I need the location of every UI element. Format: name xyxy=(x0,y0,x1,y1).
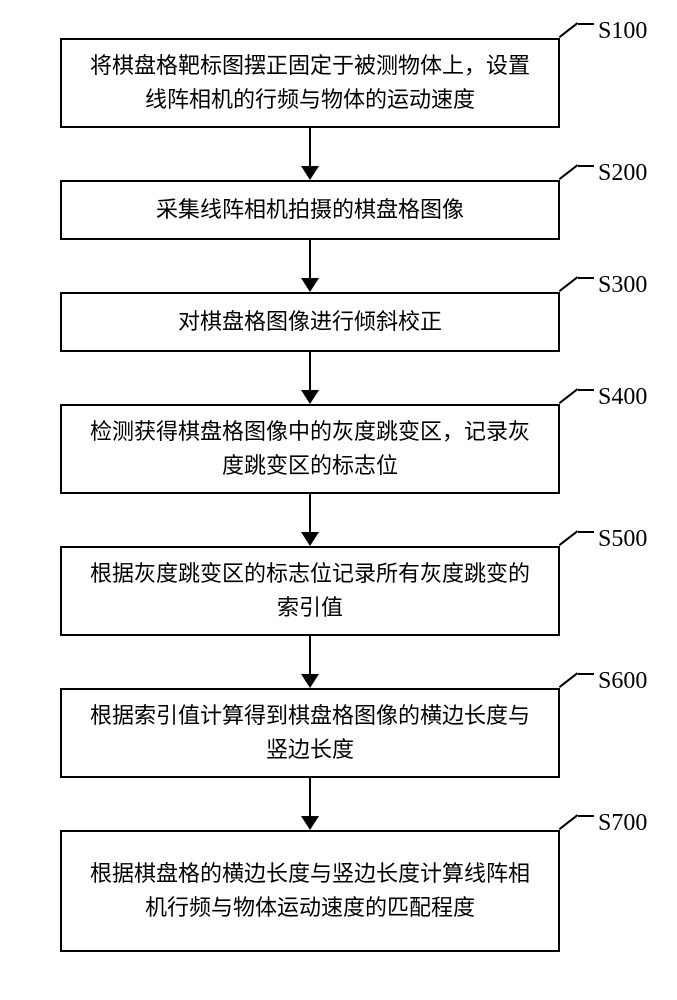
flowchart-canvas: 将棋盘格靶标图摆正固定于被测物体上，设置 线阵相机的行频与物体的运动速度 S100… xyxy=(0,0,677,1000)
arrow-head-s300-s400 xyxy=(301,390,319,404)
step-text-s300: 对棋盘格图像进行倾斜校正 xyxy=(178,305,442,339)
step-text-s400: 检测获得棋盘格图像中的灰度跳变区，记录灰 度跳变区的标志位 xyxy=(90,415,530,483)
arrow-stem-s300-s400 xyxy=(309,352,311,390)
step-box-s700: 根据棋盘格的横边长度与竖边长度计算线阵相 机行频与物体运动速度的匹配程度 xyxy=(60,830,560,952)
leader-hz-s200 xyxy=(578,165,594,167)
leader-hz-s400 xyxy=(578,389,594,391)
arrow-stem-s600-s700 xyxy=(309,778,311,816)
step-label-s100: S100 xyxy=(598,18,647,45)
leader-hz-s600 xyxy=(578,673,594,675)
leader-diag-s300 xyxy=(559,276,578,292)
step-label-s300: S300 xyxy=(598,272,647,299)
leader-diag-s600 xyxy=(559,672,578,688)
step-label-s500: S500 xyxy=(598,526,647,553)
step-box-s200: 采集线阵相机拍摄的棋盘格图像 xyxy=(60,180,560,240)
step-text-s600: 根据索引值计算得到棋盘格图像的横边长度与 竖边长度 xyxy=(90,699,530,767)
arrow-head-s100-s200 xyxy=(301,166,319,180)
leader-diag-s700 xyxy=(559,814,578,830)
arrow-head-s200-s300 xyxy=(301,278,319,292)
arrow-head-s600-s700 xyxy=(301,816,319,830)
leader-hz-s500 xyxy=(578,531,594,533)
step-label-s200: S200 xyxy=(598,160,647,187)
step-label-s700: S700 xyxy=(598,810,647,837)
step-box-s300: 对棋盘格图像进行倾斜校正 xyxy=(60,292,560,352)
leader-diag-s400 xyxy=(559,388,578,404)
leader-hz-s700 xyxy=(578,815,594,817)
step-label-s600: S600 xyxy=(598,668,647,695)
step-box-s500: 根据灰度跳变区的标志位记录所有灰度跳变的 索引值 xyxy=(60,546,560,636)
step-text-s200: 采集线阵相机拍摄的棋盘格图像 xyxy=(156,193,464,227)
arrow-stem-s500-s600 xyxy=(309,636,311,674)
step-box-s100: 将棋盘格靶标图摆正固定于被测物体上，设置 线阵相机的行频与物体的运动速度 xyxy=(60,38,560,128)
arrow-head-s400-s500 xyxy=(301,532,319,546)
step-text-s500: 根据灰度跳变区的标志位记录所有灰度跳变的 索引值 xyxy=(90,557,530,625)
leader-hz-s300 xyxy=(578,277,594,279)
step-text-s700: 根据棋盘格的横边长度与竖边长度计算线阵相 机行频与物体运动速度的匹配程度 xyxy=(90,857,530,925)
step-box-s600: 根据索引值计算得到棋盘格图像的横边长度与 竖边长度 xyxy=(60,688,560,778)
arrow-head-s500-s600 xyxy=(301,674,319,688)
step-box-s400: 检测获得棋盘格图像中的灰度跳变区，记录灰 度跳变区的标志位 xyxy=(60,404,560,494)
arrow-stem-s400-s500 xyxy=(309,494,311,532)
step-label-s400: S400 xyxy=(598,384,647,411)
leader-diag-s500 xyxy=(559,530,578,546)
arrow-stem-s200-s300 xyxy=(309,240,311,278)
arrow-stem-s100-s200 xyxy=(309,128,311,166)
leader-diag-s200 xyxy=(559,164,578,180)
leader-diag-s100 xyxy=(559,22,578,38)
step-text-s100: 将棋盘格靶标图摆正固定于被测物体上，设置 线阵相机的行频与物体的运动速度 xyxy=(90,49,530,117)
leader-hz-s100 xyxy=(578,23,594,25)
